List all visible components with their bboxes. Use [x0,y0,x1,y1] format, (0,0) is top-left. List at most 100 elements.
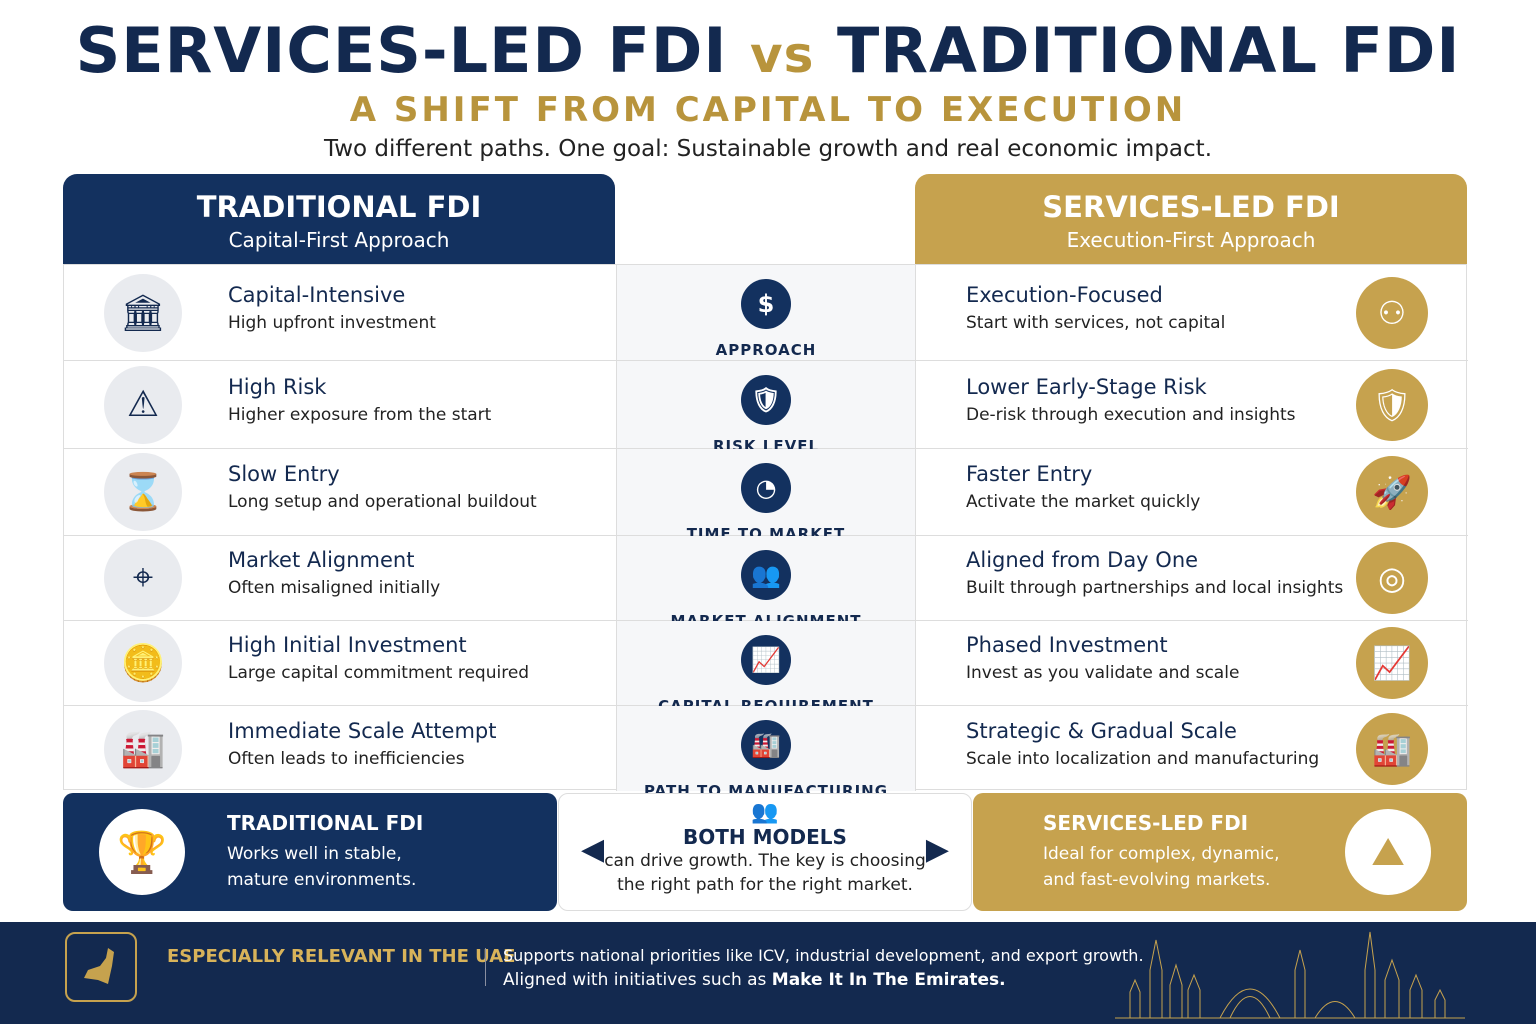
row-title: Execution-Focused [966,282,1163,307]
row-title: High Initial Investment [228,633,467,657]
coins-icon: 🪙 [104,624,182,702]
dubai-skyline-icon [1115,931,1465,1019]
footer-title: ESPECIALLY RELEVANT IN THE UAE [167,946,516,967]
row-desc: Scale into localization and manufacturin… [966,748,1320,769]
footer-line-2: Aligned with initiatives such as Make It… [503,970,1006,990]
row-desc: Large capital commitment required [228,663,530,683]
growth-chart-icon: 📈 [741,635,791,685]
factory-icon: 🏭 [104,709,182,788]
category-cell: ◔ TIME TO MARKET [616,449,916,543]
factory-icon: 🏭 [741,720,791,770]
traditional-cell: ⚠ High Risk Higher exposure from the star… [64,361,616,448]
panel-title: TRADITIONAL FDI [196,190,482,224]
card-body: Works well in stable, mature environments… [227,841,416,893]
services-panel-header: SERVICES-LED FDI Execution-First Approac… [915,174,1467,264]
comparison-row: 🪙 High Initial Investment Large capital c… [64,621,1468,715]
traditional-panel-header: TRADITIONAL FDI Capital-First Approach [63,174,615,264]
rocket-icon: 🚀 [1356,456,1428,528]
both-models-card: 👥 BOTH MODELS can drive growth. The key … [558,793,972,911]
services-summary-card: SERVICES-LED FDI Ideal for complex, dyna… [973,793,1467,911]
services-cell: Strategic & Gradual Scale Scale into loca… [916,706,1468,791]
services-cell: Phased Investment Invest as you validate … [916,621,1468,705]
comparison-row: ⌖ Market Alignment Often misaligned initi… [64,536,1468,630]
title-vs: vs [750,26,815,84]
bank-icon: 🏛 [104,273,182,352]
card-title: SERVICES-LED FDI [1043,811,1249,835]
traditional-cell: 🏛 Capital-Intensive High upfront investme… [64,265,616,360]
footer-line-2-prefix: Aligned with initiatives such as [503,970,772,990]
category-cell: $ APPROACH [616,265,916,360]
row-title: Lower Early-Stage Risk [966,374,1207,399]
row-title: Market Alignment [228,548,415,572]
traditional-summary-card: 🏆 TRADITIONAL FDI Works well in stable, m… [63,793,557,911]
row-title: Phased Investment [966,633,1168,657]
uae-footer: ESPECIALLY RELEVANT IN THE UAE Supports … [0,922,1536,1024]
page-title: SERVICES-LED FDI vs TRADITIONAL FDI [0,14,1536,87]
warning-icon: ⚠ [104,365,182,444]
row-desc: Long setup and operational buildout [228,492,537,512]
row-desc: Higher exposure from the start [228,404,492,425]
row-title: Capital-Intensive [228,282,406,307]
row-desc: Built through partnerships and local ins… [966,578,1344,598]
card-title: TRADITIONAL FDI [227,811,424,835]
title-left: SERVICES-LED FDI [75,14,728,87]
traditional-cell: 🏭 Immediate Scale Attempt Often leads to … [64,706,616,791]
factory-icon: 🏭 [1356,712,1428,785]
page-subtitle: A SHIFT FROM CAPITAL TO EXECUTION [349,90,1187,130]
arrow-right-icon: ▶ [925,832,949,867]
comparison-grid: 🏛 Capital-Intensive High upfront investme… [63,264,1468,800]
people-network-icon: ⚇ [1356,276,1428,349]
footer-line-1: Supports national priorities like ICV, i… [503,946,1144,965]
row-desc: Often leads to inefficiencies [228,748,465,769]
crosshair-icon: ⌖ [104,539,182,617]
category-cell: 📈 CAPITAL REQUIREMENT [616,621,916,715]
panel-subtitle: Capital-First Approach [228,228,450,252]
trophy-icon: 🏆 [99,809,185,895]
hourglass-icon: ⌛ [104,453,182,531]
uae-map-icon [65,932,137,1002]
comparison-row: ⌛ Slow Entry Long setup and operational b… [64,449,1468,543]
comparison-row: ⚠ High Risk Higher exposure from the star… [64,361,1468,455]
group-icon: 👥 [741,550,791,600]
arrow-left-icon: ◀ [581,832,605,867]
category-cell: 🛡 RISK LEVEL [616,361,916,455]
row-desc: Activate the market quickly [966,492,1201,512]
card-title: BOTH MODELS [683,825,847,849]
card-body: Ideal for complex, dynamic, and fast-evol… [1043,841,1280,893]
traditional-cell: ⌖ Market Alignment Often misaligned initi… [64,536,616,620]
panel-subtitle: Execution-First Approach [1066,228,1316,252]
category-label: APPROACH [715,341,817,359]
panel-title: SERVICES-LED FDI [1042,190,1340,224]
row-title: Strategic & Gradual Scale [966,718,1237,743]
comparison-row: 🏭 Immediate Scale Attempt Often leads to … [64,706,1468,800]
row-desc: Often misaligned initially [228,578,441,598]
tagline: Two different paths. One goal: Sustainab… [323,136,1212,162]
dollar-icon: $ [741,279,791,329]
row-desc: Invest as you validate and scale [966,663,1240,683]
services-cell: Faster Entry Activate the market quickly … [916,449,1468,535]
services-cell: Aligned from Day One Built through partne… [916,536,1468,620]
category-cell: 👥 MARKET ALIGNMENT [616,536,916,630]
comparison-row: 🏛 Capital-Intensive High upfront investme… [64,265,1468,361]
card-line: and fast-evolving markets. [1043,870,1271,890]
card-line: Works well in stable, [227,844,402,864]
services-cell: Lower Early-Stage Risk De-risk through ex… [916,361,1468,448]
row-title: Aligned from Day One [966,548,1199,572]
growth-chart-icon: 📈 [1356,627,1428,699]
card-line: Ideal for complex, dynamic, [1043,844,1280,864]
card-line: mature environments. [227,870,417,890]
shield-check-icon: 🛡 [1356,368,1428,441]
services-cell: Execution-Focused Start with services, no… [916,265,1468,360]
traditional-cell: ⌛ Slow Entry Long setup and operational b… [64,449,616,535]
row-desc: High upfront investment [228,312,436,333]
row-title: High Risk [228,374,327,399]
title-right: TRADITIONAL FDI [836,14,1461,87]
row-title: Immediate Scale Attempt [228,718,497,743]
row-title: Slow Entry [228,462,340,486]
card-line: can drive growth. The key is choosing [604,851,926,871]
category-cell: 🏭 PATH TO MANUFACTURING [616,706,916,800]
footer-divider [485,948,486,986]
target-icon: ◎ [1356,542,1428,614]
row-desc: Start with services, not capital [966,312,1226,333]
row-desc: De-risk through execution and insights [966,404,1296,425]
